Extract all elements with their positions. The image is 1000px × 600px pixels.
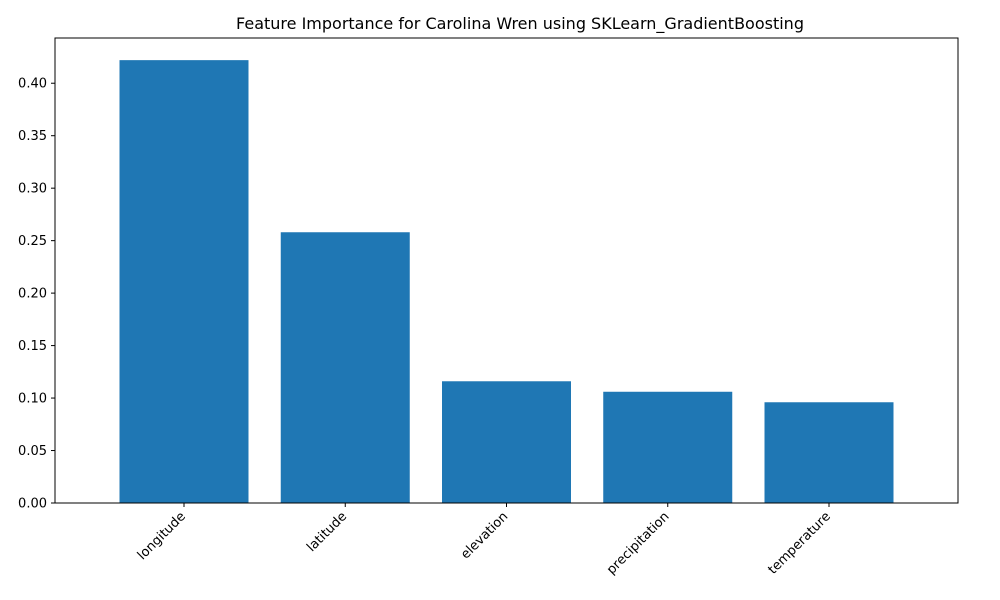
y-tick-label: 0.40 [18, 77, 47, 92]
y-tick-label: 0.00 [18, 497, 47, 512]
x-tick-label-temperature: temperature [765, 509, 833, 577]
y-tick-label: 0.15 [18, 339, 47, 354]
x-tick-label-longitude: longitude [135, 509, 189, 563]
bar-precipitation [603, 391, 733, 503]
x-axis: longitude latitude elevation precipitation t… [135, 503, 834, 578]
y-tick-label: 0.35 [18, 129, 47, 144]
bar-temperature [764, 402, 894, 503]
y-tick-label: 0.10 [18, 392, 47, 407]
y-tick-label: 0.20 [18, 287, 47, 302]
bar-latitude [280, 232, 410, 503]
x-tick-label-elevation: elevation [458, 509, 511, 562]
plot-frame [54, 37, 959, 504]
bars-group [119, 60, 894, 504]
y-tick-label: 0.30 [18, 182, 47, 197]
bar-longitude [119, 60, 249, 504]
y-tick-label: 0.05 [18, 444, 47, 459]
x-tick-label-precipitation: precipitation [604, 509, 673, 578]
bar-elevation [442, 381, 571, 503]
x-tick-label-latitude: latitude [304, 509, 350, 555]
y-tick-label: 0.25 [18, 234, 47, 249]
y-axis: 0.00 0.05 0.10 0.15 0.20 0.25 0.30 0.35 0.40 [18, 77, 55, 512]
chart-title: Feature Importance for Carolina Wren usi… [236, 14, 804, 34]
